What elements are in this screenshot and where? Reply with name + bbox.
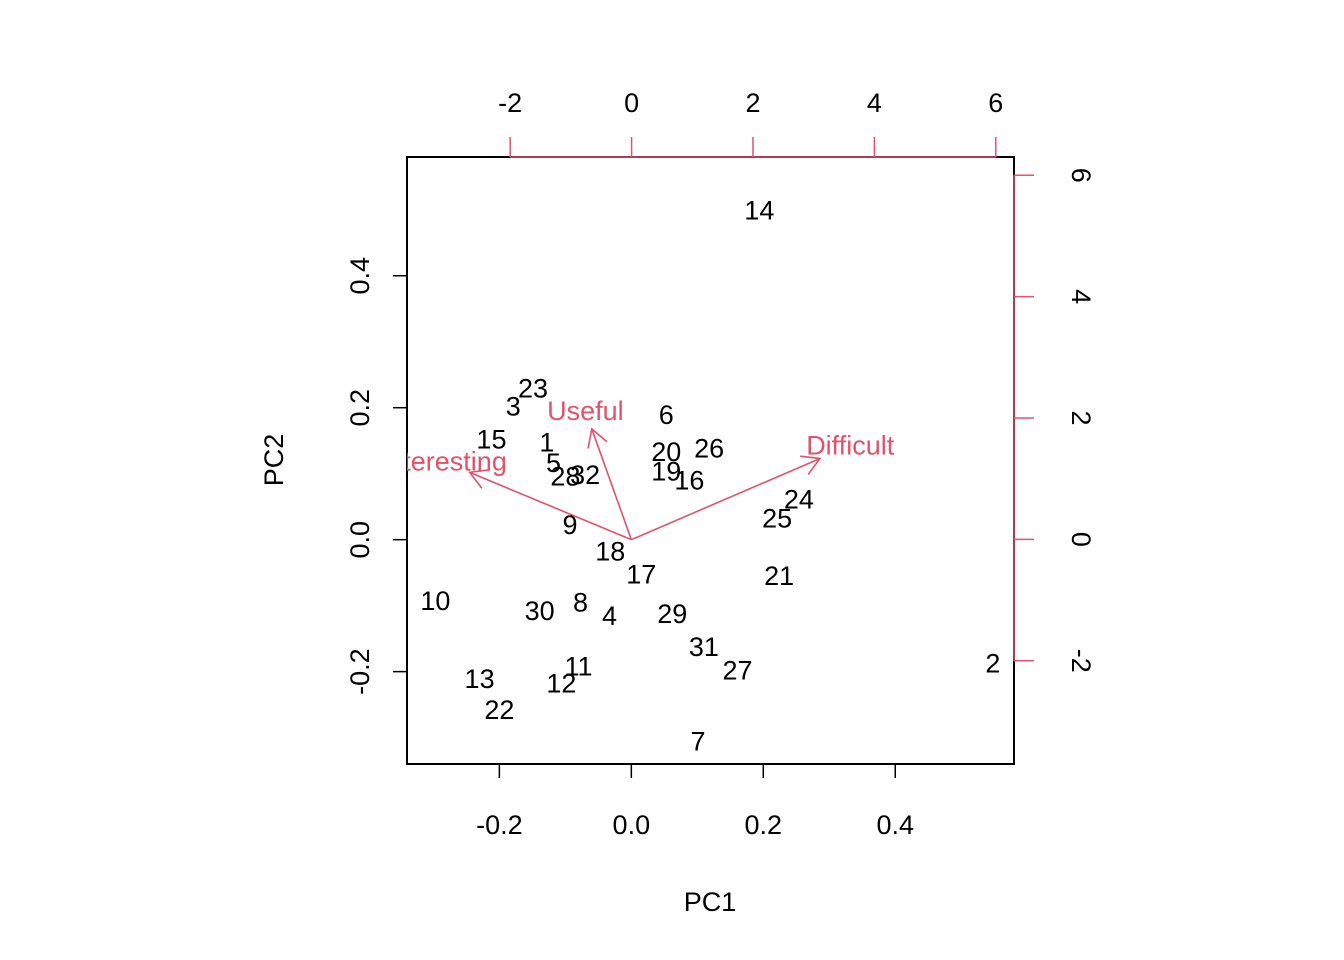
observation-label: 27 xyxy=(723,655,753,685)
loading-label: Difficult xyxy=(806,431,895,461)
loading-label: Useful xyxy=(547,396,624,426)
y-tick-label: -0.2 xyxy=(345,648,375,695)
observation-label: 11 xyxy=(565,651,593,681)
observation-label: 31 xyxy=(689,632,719,662)
bottom-axis: -0.2 0.0 0.2 0.4 xyxy=(476,763,914,840)
top-tick-label: 0 xyxy=(624,88,639,118)
x-tick-label: 0.4 xyxy=(876,810,914,840)
x-tick-label: 0.0 xyxy=(613,810,651,840)
observation-label: 20 xyxy=(651,437,681,467)
observation-label: 32 xyxy=(570,460,600,490)
observation-label: 23 xyxy=(518,374,548,404)
x-tick-label: 0.2 xyxy=(745,810,783,840)
observation-label: 30 xyxy=(525,596,555,626)
observation-label: 18 xyxy=(595,537,625,567)
top-tick-label: 4 xyxy=(867,88,882,118)
top-tick-label: -2 xyxy=(498,88,522,118)
observation-label: 8 xyxy=(573,587,588,617)
observation-label: 2 xyxy=(985,649,1000,679)
y-tick-label: 0.2 xyxy=(345,389,375,427)
observation-label: 25 xyxy=(762,504,792,534)
x-axis-title: PC1 xyxy=(684,887,737,917)
observation-label: 3 xyxy=(506,391,521,421)
observation-label: 10 xyxy=(420,586,450,616)
observation-label: 6 xyxy=(659,400,674,430)
right-tick-label: 2 xyxy=(1066,410,1096,425)
observation-label: 14 xyxy=(744,195,774,225)
observation-label: 28 xyxy=(550,461,580,491)
loading-label: Interesting xyxy=(381,447,507,477)
observation-label: 7 xyxy=(690,727,705,757)
observation-label: 12 xyxy=(546,669,576,699)
loading-arrow-shaft xyxy=(631,457,821,541)
observation-label: 26 xyxy=(694,434,724,464)
loading-arrow-shaft xyxy=(469,471,632,541)
observation-label: 24 xyxy=(784,484,814,514)
loading-arrow-head xyxy=(468,469,490,489)
top-tick-label: 6 xyxy=(988,88,1003,118)
top-tick-label: 2 xyxy=(745,88,760,118)
loading-arrow-head xyxy=(587,427,608,449)
x-tick-label: -0.2 xyxy=(476,810,523,840)
observation-label: 19 xyxy=(651,457,681,487)
y-tick-label: 0.4 xyxy=(345,257,375,295)
observation-label: 17 xyxy=(626,560,656,590)
loading-arrows: Interesting Useful Difficult xyxy=(381,396,895,541)
left-axis: -0.2 0.0 0.2 0.4 xyxy=(345,257,408,695)
observation-label: 1 xyxy=(539,428,554,458)
observation-label: 29 xyxy=(657,599,687,629)
y-axis-title: PC2 xyxy=(259,434,289,487)
observation-label: 9 xyxy=(562,510,577,540)
right-axis: -2 0 2 4 6 xyxy=(1013,168,1096,673)
right-tick-label: 4 xyxy=(1066,289,1096,304)
observation-label: 15 xyxy=(476,424,506,454)
observation-label: 5 xyxy=(546,448,561,478)
observation-label: 4 xyxy=(602,601,617,631)
observation-label: 22 xyxy=(484,695,514,725)
loading-arrow-head xyxy=(800,455,822,476)
y-tick-label: 0.0 xyxy=(345,521,375,559)
right-tick-label: 6 xyxy=(1066,168,1096,183)
right-tick-label: -2 xyxy=(1066,649,1096,673)
observation-labels: 1234567891011121314151617181920212223242… xyxy=(420,195,1000,756)
right-tick-label: 0 xyxy=(1066,532,1096,547)
observation-label: 13 xyxy=(465,664,495,694)
observation-label: 21 xyxy=(764,561,794,591)
loading-arrow-shaft xyxy=(590,428,633,540)
top-axis: -2 0 2 4 6 xyxy=(498,88,1003,158)
observation-label: 16 xyxy=(674,465,704,495)
